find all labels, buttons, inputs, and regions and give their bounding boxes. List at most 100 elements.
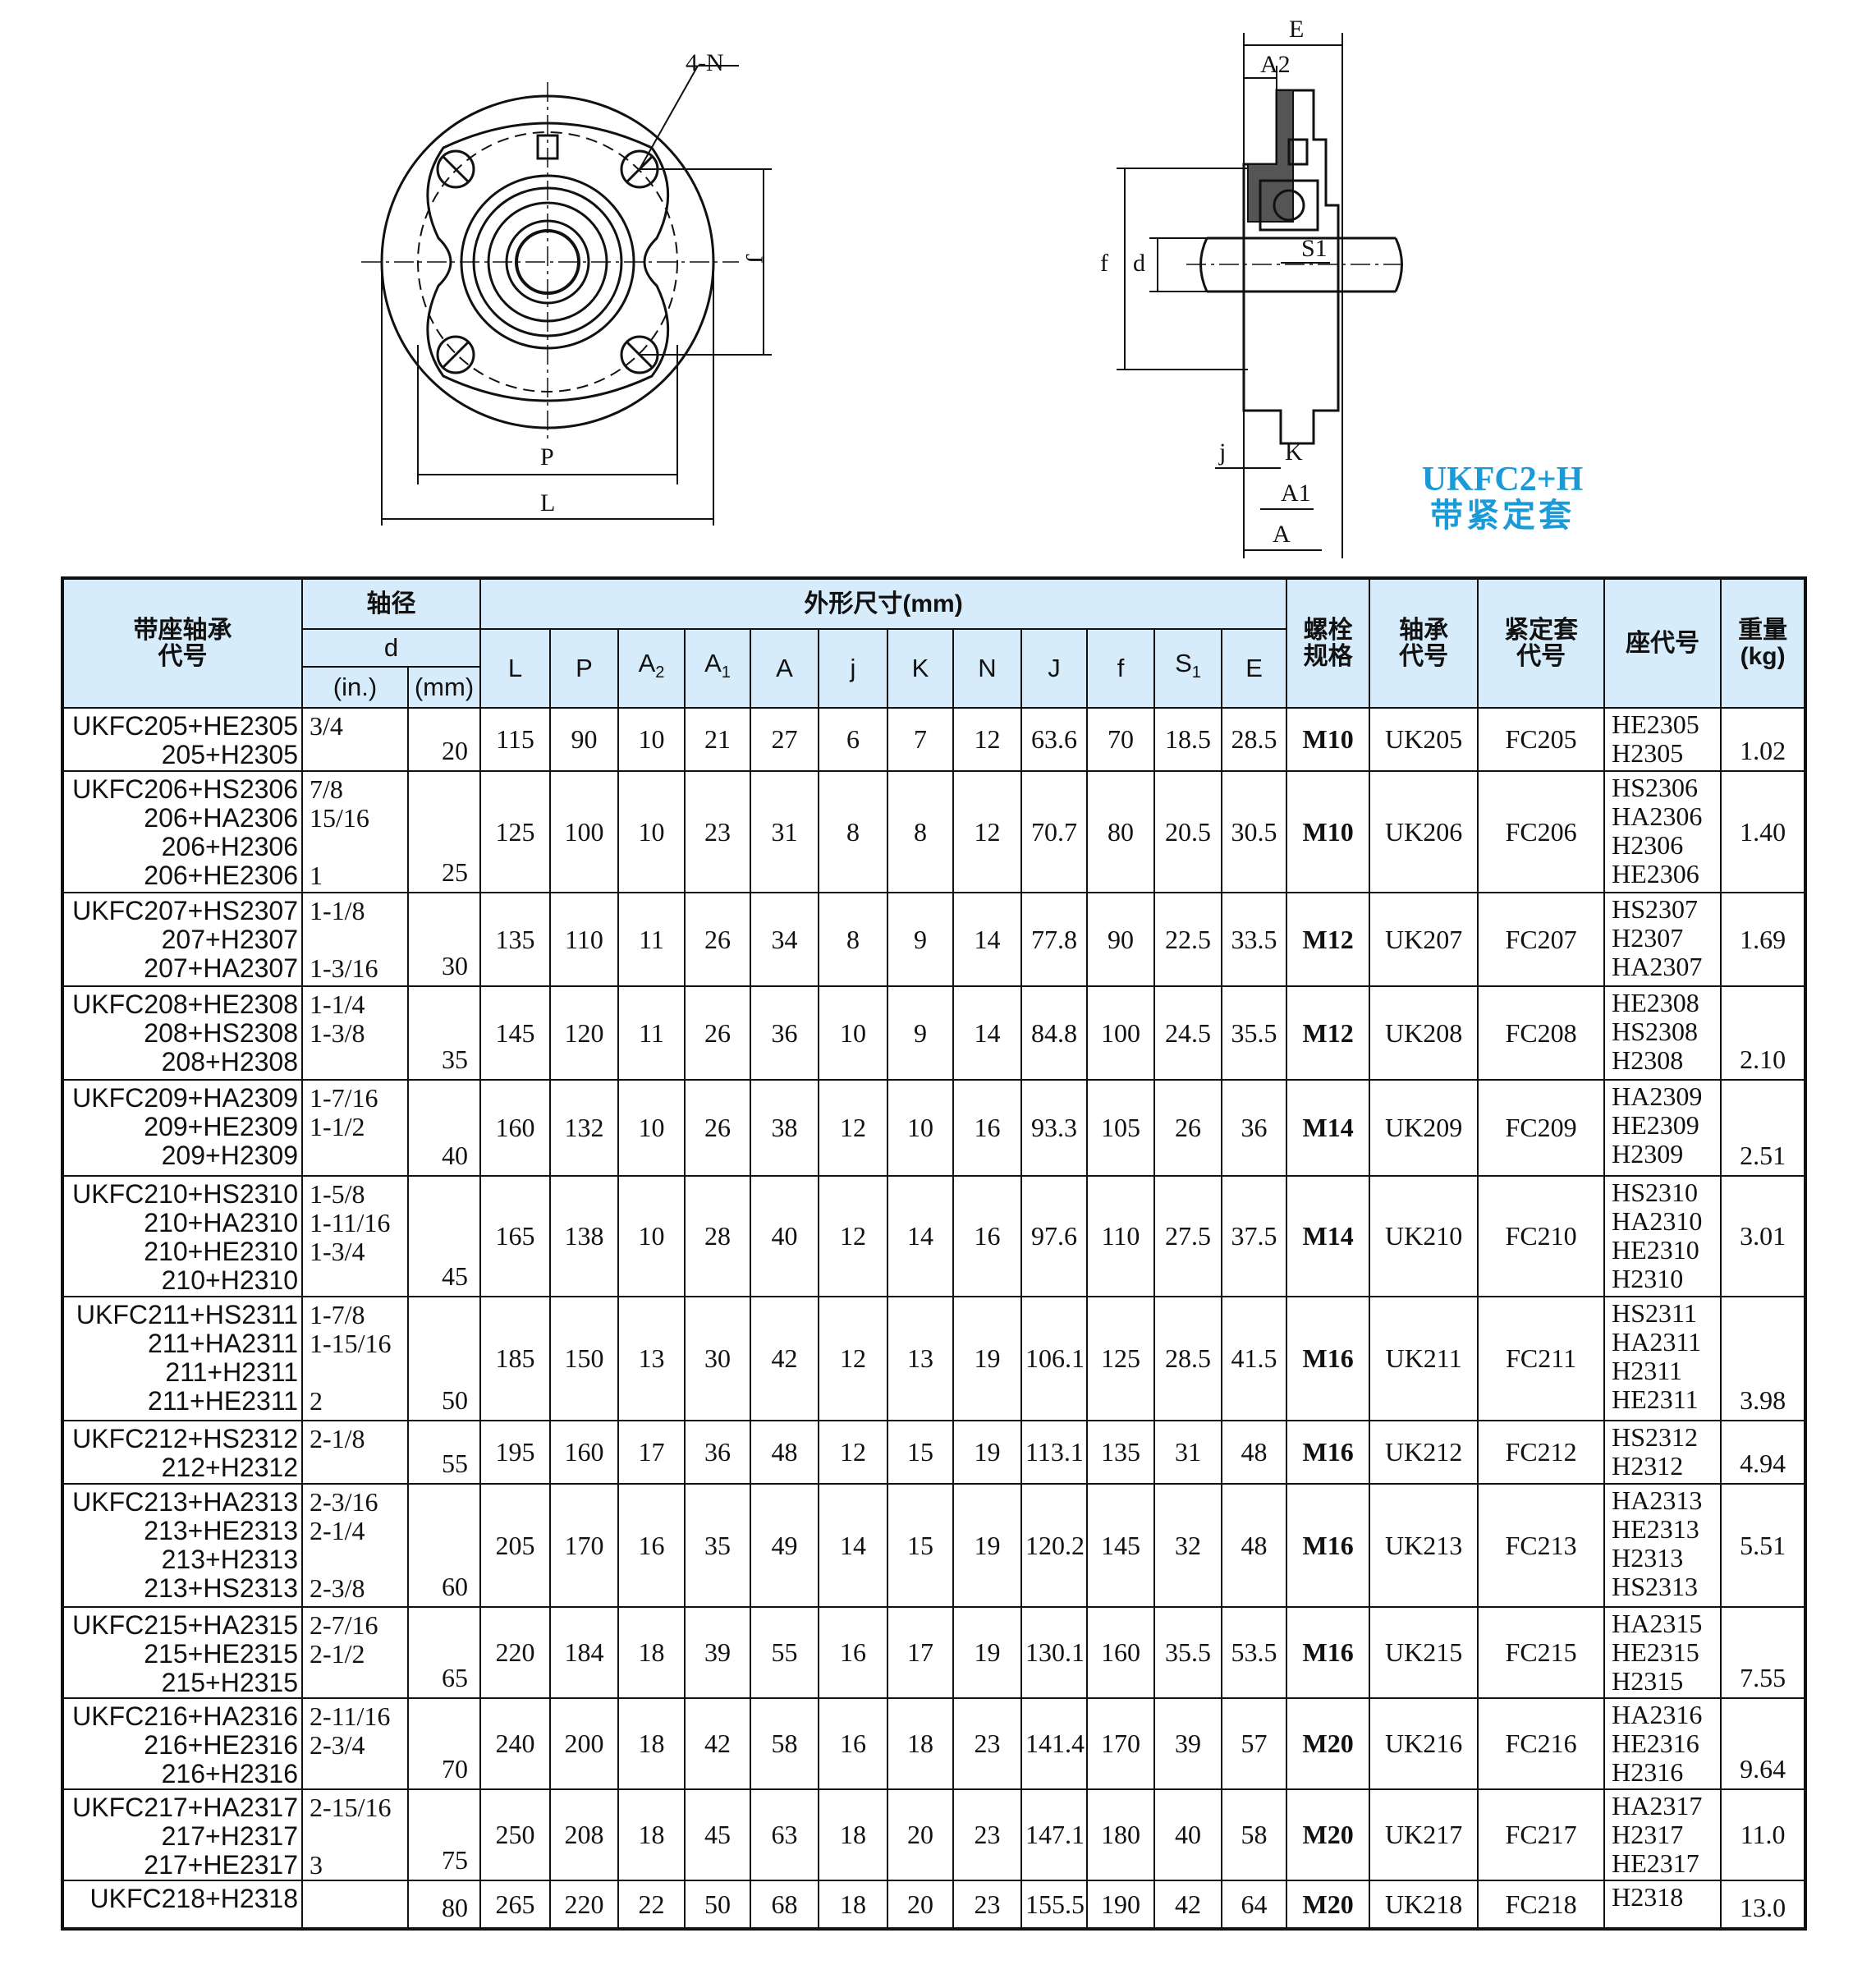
cell-bearing: UK210 (1369, 1175, 1479, 1297)
cell-bolt: M20 (1286, 1788, 1371, 1881)
cell-dim-a1: 26 (684, 892, 751, 987)
header-dim-n: N (952, 628, 1022, 709)
cell-dim-j: 12 (818, 1420, 888, 1485)
cell-dim-p: 110 (549, 892, 619, 987)
header-dim-a: A (750, 628, 819, 709)
cell-dim-k: 17 (887, 1606, 954, 1699)
cell-sleeve: FC209 (1477, 1079, 1606, 1177)
cell-dim-j: 63.6 (1020, 707, 1088, 772)
cell-dim-j: 113.1 (1020, 1420, 1088, 1485)
cell-shaft-mm: 40 (407, 1079, 481, 1177)
table-row: UKFC207+HS2307 207+H2307 207+HA2307 1-1/8… (62, 892, 1807, 987)
header-dim-j: j (818, 628, 888, 709)
product-title: UKFC2+H 带紧定套 (1396, 461, 1609, 534)
side-view (1117, 33, 1404, 558)
cell-weight: 1.02 (1720, 707, 1807, 772)
cell-dim-f: 180 (1086, 1788, 1155, 1881)
cell-shaft-inch: 3/4 (301, 707, 409, 772)
cell-dim-l: 115 (479, 707, 551, 772)
cell-shaft-mm: 20 (407, 707, 481, 772)
table-row: UKFC215+HA2315 215+HE2315 215+H2315 2-7/1… (62, 1606, 1807, 1699)
cell-shaft-mm: 75 (407, 1788, 481, 1881)
cell-bolt: M10 (1286, 770, 1371, 893)
cell-dim-a2: 22 (617, 1880, 686, 1930)
cell-dim-n: 14 (952, 985, 1022, 1081)
cell-shaft-mm: 55 (407, 1420, 481, 1485)
cell-sleeve: FC217 (1477, 1788, 1606, 1881)
cell-bolt: M12 (1286, 892, 1371, 987)
cell-dim-a2: 11 (617, 985, 686, 1081)
table-row: UKFC212+HS2312 212+H2312 2-1/8 55 195 160 17 3… (62, 1420, 1807, 1485)
cell-dim-f: 110 (1086, 1175, 1155, 1297)
cell-dim-j: 147.1 (1020, 1788, 1088, 1881)
cell-dim-f: 105 (1086, 1079, 1155, 1177)
cell-bearing: UK209 (1369, 1079, 1479, 1177)
cell-dim-p: 100 (549, 770, 619, 893)
cell-shaft-mm: 70 (407, 1697, 481, 1790)
cell-bolt: M10 (1286, 707, 1371, 772)
cell-dim-j: 12 (818, 1175, 888, 1297)
cell-seat: HA2315 HE2315 H2315 (1603, 1606, 1722, 1699)
cell-dim-a1: 26 (684, 1079, 751, 1177)
cell-sleeve: FC208 (1477, 985, 1606, 1081)
cell-model: UKFC210+HS2310 210+HA2310 210+HE2310 210… (62, 1175, 303, 1297)
cell-bearing: UK217 (1369, 1788, 1479, 1881)
cell-weight: 11.0 (1720, 1788, 1807, 1881)
cell-seat: H2318 (1603, 1880, 1722, 1930)
cell-dim-f: 135 (1086, 1420, 1155, 1485)
cell-seat: HE2308 HS2308 H2308 (1603, 985, 1722, 1081)
header-weight: 重量 (kg) (1720, 577, 1807, 709)
cell-dim-l: 125 (479, 770, 551, 893)
cell-dim-j: 10 (818, 985, 888, 1081)
cell-shaft-inch: 1-5/8 1-11/16 1-3/4 (301, 1175, 409, 1297)
cell-bolt: M16 (1286, 1483, 1371, 1608)
label-a1: A1 (1281, 480, 1311, 507)
cell-dim-p: 120 (549, 985, 619, 1081)
cell-dim-f: 190 (1086, 1880, 1155, 1930)
cell-dim-j: 8 (818, 892, 888, 987)
cell-dim-e: 48 (1220, 1483, 1288, 1608)
cell-model: UKFC217+HA2317 217+H2317 217+HE2317 (62, 1788, 303, 1881)
cell-weight: 9.64 (1720, 1697, 1807, 1790)
cell-bolt: M16 (1286, 1606, 1371, 1699)
header-dim-j: J (1020, 628, 1088, 709)
cell-bearing: UK211 (1369, 1296, 1479, 1421)
label-d: d (1133, 250, 1145, 277)
cell-dim-k: 13 (887, 1296, 954, 1421)
cell-dim-a1: 30 (684, 1296, 751, 1421)
cell-weight: 2.51 (1720, 1079, 1807, 1177)
cell-dim-a1: 39 (684, 1606, 751, 1699)
cell-model: UKFC208+HE2308 208+HS2308 208+H2308 (62, 985, 303, 1081)
cell-dim-a1: 26 (684, 985, 751, 1081)
cell-dim-a: 40 (750, 1175, 819, 1297)
cell-weight: 1.40 (1720, 770, 1807, 893)
cell-dim-f: 80 (1086, 770, 1155, 893)
cell-dim-k: 9 (887, 892, 954, 987)
cell-weight: 5.51 (1720, 1483, 1807, 1608)
cell-dim-e: 58 (1220, 1788, 1288, 1881)
header-model: 带座轴承 代号 (62, 577, 303, 709)
cell-bolt: M16 (1286, 1296, 1371, 1421)
cell-bearing: UK207 (1369, 892, 1479, 987)
cell-dim-j: 130.1 (1020, 1606, 1088, 1699)
cell-dim-a: 63 (750, 1788, 819, 1881)
cell-dim-a1: 35 (684, 1483, 751, 1608)
cell-model: UKFC211+HS2311 211+HA2311 211+H2311 211+… (62, 1296, 303, 1421)
cell-shaft-inch: 2-11/16 2-3/4 (301, 1697, 409, 1790)
cell-dim-k: 7 (887, 707, 954, 772)
cell-weight: 3.98 (1720, 1296, 1807, 1421)
cell-dim-a: 27 (750, 707, 819, 772)
label-k: K (1285, 438, 1303, 466)
cell-bolt: M12 (1286, 985, 1371, 1081)
cell-dim-l: 145 (479, 985, 551, 1081)
header-bearing: 轴承 代号 (1369, 577, 1479, 709)
cell-dim-a2: 10 (617, 1079, 686, 1177)
cell-model: UKFC213+HA2313 213+HE2313 213+H2313 213+… (62, 1483, 303, 1608)
header-sleeve: 紧定套 代号 (1477, 577, 1606, 709)
cell-model: UKFC205+HE2305 205+H2305 (62, 707, 303, 772)
cell-dim-f: 100 (1086, 985, 1155, 1081)
cell-dim-e: 33.5 (1220, 892, 1288, 987)
cell-dim-a: 55 (750, 1606, 819, 1699)
cell-weight: 1.69 (1720, 892, 1807, 987)
cell-dim-n: 23 (952, 1697, 1022, 1790)
